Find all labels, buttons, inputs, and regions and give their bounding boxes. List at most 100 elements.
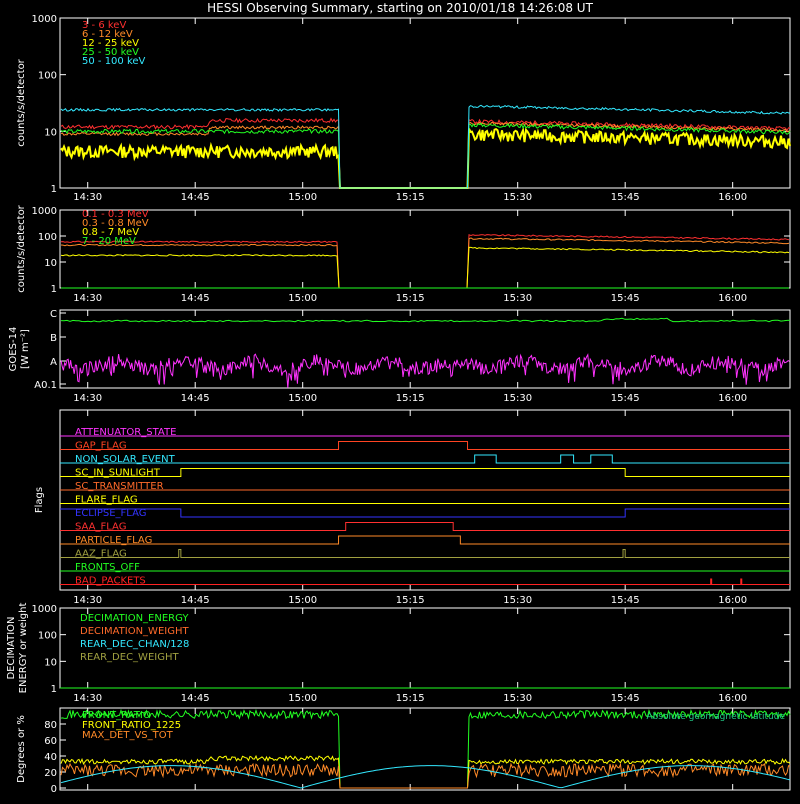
- geomagnetic-latitude-line: [60, 765, 791, 789]
- x-tick-label: 14:30: [73, 595, 102, 606]
- geometry-ylabel: Degrees or %: [16, 715, 27, 783]
- annotation-label: Absolute geomagnetic latitude: [646, 712, 785, 722]
- x-tick-label: 15:45: [611, 293, 640, 304]
- x-tick-label: 15:45: [611, 595, 640, 606]
- x-tick-label: 15:00: [288, 693, 317, 704]
- x-tick-label: 15:45: [611, 393, 640, 404]
- flag-label: SAA_FLAG: [75, 522, 126, 533]
- low-energy-ylabel: counts/s/detector: [16, 58, 27, 146]
- high-energy-ylabel: counts/s/detector: [16, 204, 27, 292]
- goes-line-long: [60, 317, 791, 323]
- low-energy-ytick-label: 10: [44, 127, 57, 138]
- x-tick-label: 16:00: [718, 693, 747, 704]
- flag-line: [60, 535, 790, 545]
- x-tick-label: 14:45: [181, 293, 210, 304]
- legend-entry: 12 - 25 keV: [82, 38, 139, 49]
- flag-label: GAP_FLAG: [75, 441, 127, 452]
- geometry-frame: [59, 707, 791, 791]
- flag-line: [60, 454, 790, 464]
- decimation-ylabel: DECIMATION: [6, 616, 17, 679]
- goes-ytick-label: B: [50, 333, 57, 344]
- x-tick-label: 15:15: [396, 393, 425, 404]
- legend-entry: 50 - 100 keV: [82, 56, 146, 67]
- x-tick-label: 15:30: [503, 192, 532, 203]
- x-tick-label: 14:45: [181, 595, 210, 606]
- goes-ylabel: GOES-14: [8, 327, 19, 372]
- flag-label: PARTICLE_FLAG: [75, 535, 152, 546]
- x-tick-label: 16:00: [718, 393, 747, 404]
- goes-ylabel: [W m⁻²]: [20, 329, 31, 369]
- flag-label: ECLIPSE_FLAG: [75, 508, 146, 519]
- goes-ytick-label: A: [50, 357, 57, 368]
- x-tick-label: 14:45: [181, 192, 210, 203]
- goes-ytick-label: A0.1: [34, 380, 57, 391]
- flag-line: [60, 468, 790, 477]
- x-tick-label: 15:00: [288, 393, 317, 404]
- geometry-ytick-label: 60: [44, 736, 57, 747]
- legend-entry: 6 - 12 keV: [82, 29, 133, 40]
- flag-label: BAD_PACKETS: [75, 576, 146, 587]
- flag-label: SC_IN_SUNLIGHT: [75, 468, 161, 479]
- flag-line: [60, 508, 790, 518]
- goes-ytick-label: C: [50, 309, 57, 320]
- x-tick-label: 14:45: [181, 393, 210, 404]
- low-energy-ytick-label: 100: [38, 71, 57, 82]
- x-tick-label: 15:30: [503, 393, 532, 404]
- flag-line: [60, 441, 790, 450]
- x-tick-label: 14:30: [73, 293, 102, 304]
- high-energy-ytick-label: 1: [51, 284, 57, 295]
- x-tick-label: 15:45: [611, 192, 640, 203]
- x-tick-label: 14:45: [181, 693, 210, 704]
- high-energy-ytick-label: 10: [44, 258, 57, 269]
- x-tick-label: 16:00: [718, 192, 747, 203]
- decimation-ytick-label: 10: [44, 657, 57, 668]
- geometry-ytick-label: 0: [51, 784, 57, 795]
- legend-entry: 25 - 50 keV: [82, 47, 139, 58]
- x-tick-label: 15:45: [611, 693, 640, 704]
- low-energy-ytick-label: 1000: [32, 14, 57, 25]
- legend-entry: 7 - 20 MeV: [82, 236, 136, 247]
- legend-entry: DECIMATION_WEIGHT: [80, 626, 189, 637]
- decimation-ytick-label: 1: [51, 684, 57, 695]
- flag-label: NON_SOLAR_EVENT: [75, 454, 176, 465]
- high-energy-ytick-label: 1000: [32, 206, 57, 217]
- decimation-ylabel: ENERGY or weight: [18, 603, 29, 694]
- decimation-ytick-label: 1000: [32, 604, 57, 615]
- x-tick-label: 15:30: [503, 595, 532, 606]
- legend-entry: 0.3 - 0.8 MeV: [82, 218, 149, 229]
- x-tick-label: 14:30: [73, 192, 102, 203]
- flags-frame: [59, 409, 791, 591]
- x-tick-label: 15:30: [503, 293, 532, 304]
- flag-label: SC_TRANSMITTER: [75, 481, 164, 492]
- geometry-ytick-label: 40: [44, 752, 57, 763]
- x-tick-label: 15:15: [396, 192, 425, 203]
- x-tick-label: 15:00: [288, 293, 317, 304]
- chart-title: HESSI Observing Summary, starting on 201…: [207, 1, 593, 15]
- legend-entry: MAX_DET_VS_TOT: [82, 730, 174, 741]
- geometry-ytick-label: 80: [44, 720, 57, 731]
- geometry-ytick-label: 20: [44, 768, 57, 779]
- goes-line-short: [60, 353, 790, 388]
- legend-entry: 3 - 6 keV: [82, 20, 126, 31]
- high-energy-ytick-label: 100: [38, 232, 57, 243]
- x-tick-label: 15:15: [396, 595, 425, 606]
- low-energy-ytick-label: 1: [51, 184, 57, 195]
- x-tick-label: 15:30: [503, 693, 532, 704]
- x-tick-label: 16:00: [718, 293, 747, 304]
- x-tick-label: 15:00: [288, 192, 317, 203]
- x-tick-label: 15:15: [396, 693, 425, 704]
- flags-ylabel: Flags: [34, 487, 45, 513]
- legend-entry: FRONT_RATIO: [82, 710, 151, 721]
- legend-entry: REAR_DEC_WEIGHT: [80, 652, 179, 663]
- x-tick-label: 14:30: [73, 693, 102, 704]
- goes-frame: [59, 309, 791, 389]
- legend-entry: REAR_DEC_CHAN/128: [80, 639, 189, 650]
- decimation-ytick-label: 100: [38, 631, 57, 642]
- legend-entry: 0.1 - 0.3 MeV: [82, 209, 149, 220]
- legend-entry: 0.8 - 7 MeV: [82, 227, 139, 238]
- flag-label: FRONTS_OFF: [75, 562, 140, 573]
- flag-label: ATTENUATOR_STATE: [75, 427, 176, 438]
- flag-line: [60, 549, 790, 558]
